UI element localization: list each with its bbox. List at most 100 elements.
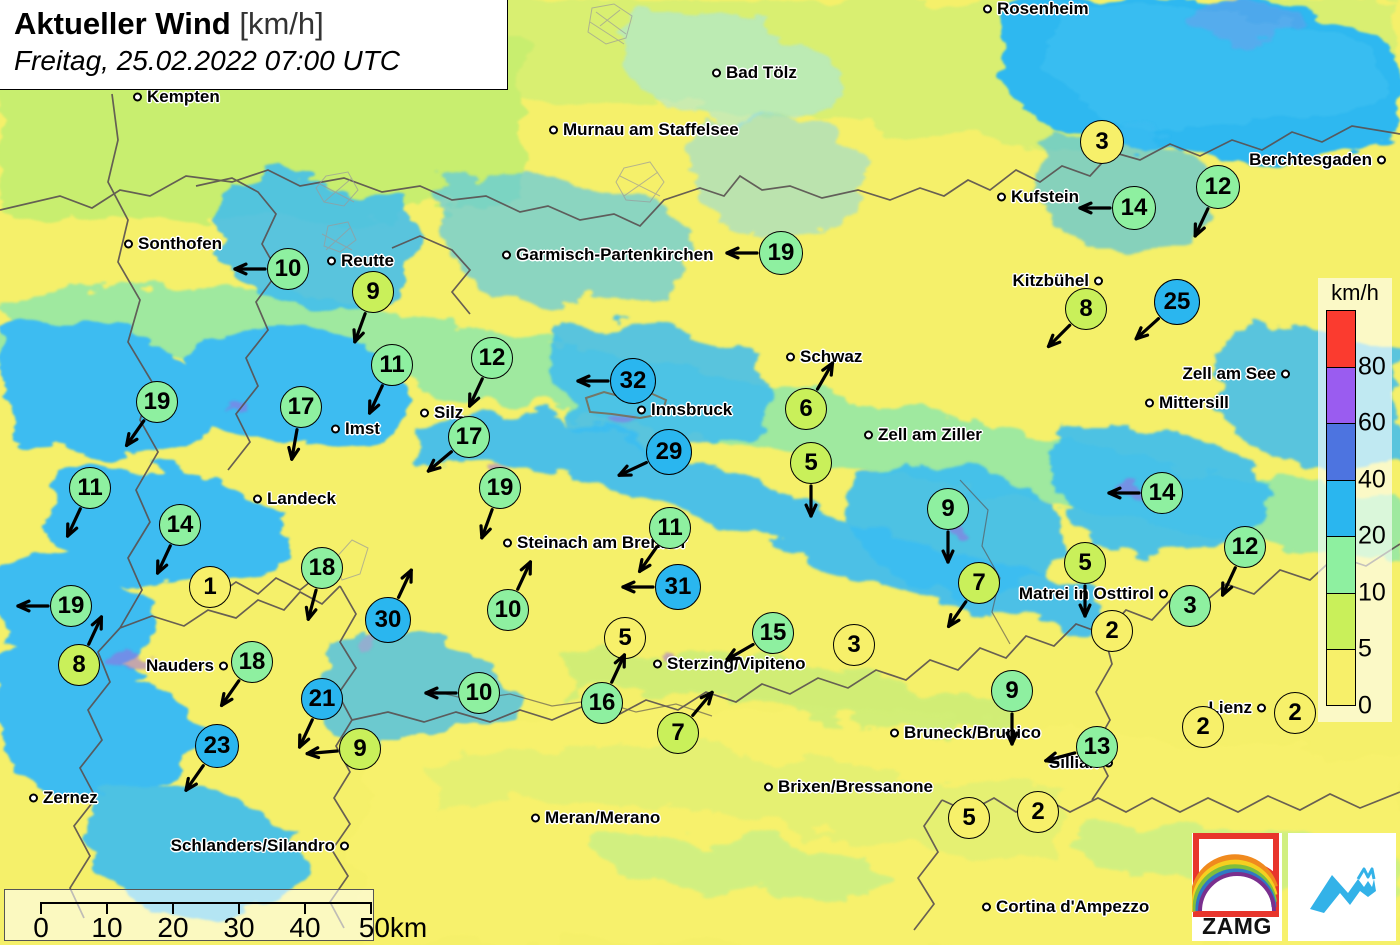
wind-value-badge[interactable]: 23 xyxy=(195,724,239,768)
wind-value-badge[interactable]: 9 xyxy=(991,670,1033,712)
city-label: Kitzbühel xyxy=(1012,271,1090,290)
wind-station[interactable]: 5 xyxy=(909,758,1029,878)
wind-value-badge[interactable]: 6 xyxy=(785,388,827,430)
wind-value-badge[interactable]: 2 xyxy=(1274,692,1316,734)
scale-label: 0 xyxy=(33,912,49,943)
wind-value-badge[interactable]: 11 xyxy=(371,344,413,386)
wind-station[interactable]: 10 xyxy=(448,550,568,670)
wind-value-badge[interactable]: 8 xyxy=(58,644,100,686)
wind-value-badge[interactable]: 19 xyxy=(136,381,178,423)
wind-value-badge[interactable]: 14 xyxy=(1112,186,1156,230)
wind-station[interactable]: 19 xyxy=(440,428,560,548)
wind-value-badge[interactable]: 10 xyxy=(487,589,529,631)
scale-label: 40 xyxy=(289,912,321,943)
wind-value-badge[interactable]: 5 xyxy=(790,442,832,484)
wind-station[interactable]: 3 xyxy=(1130,546,1250,666)
wind-station[interactable]: 29 xyxy=(609,392,729,512)
wind-value-badge[interactable]: 18 xyxy=(231,641,273,683)
wind-value-badge[interactable]: 29 xyxy=(646,429,692,475)
city-label: Mittersill xyxy=(1159,393,1229,412)
wind-station[interactable]: 2 xyxy=(978,752,1098,872)
wind-station[interactable]: 10 xyxy=(419,633,539,753)
wind-value-badge[interactable]: 11 xyxy=(69,467,111,509)
wind-value-badge[interactable]: 3 xyxy=(833,624,875,666)
wind-value-badge[interactable]: 3 xyxy=(1169,585,1211,627)
wind-value-badge[interactable]: 19 xyxy=(759,231,803,275)
wind-station[interactable]: 32 xyxy=(573,321,693,441)
wind-station[interactable]: 16 xyxy=(542,643,662,763)
wind-value-badge[interactable]: 5 xyxy=(1064,542,1106,584)
wind-value-badge[interactable]: 2 xyxy=(1091,610,1133,652)
legend-band-60 xyxy=(1326,366,1356,424)
wind-value-badge[interactable]: 13 xyxy=(1076,726,1118,768)
wind-value-badge[interactable]: 5 xyxy=(948,797,990,839)
wind-value-badge[interactable]: 15 xyxy=(752,612,794,654)
wind-value-badge[interactable]: 9 xyxy=(339,728,381,770)
city-label: Rosenheim xyxy=(997,0,1089,18)
wind-station[interactable]: 5 xyxy=(565,578,685,698)
wind-station[interactable]: 12 xyxy=(1158,127,1278,247)
urban-hatch xyxy=(315,3,665,581)
wind-value-badge[interactable]: 14 xyxy=(1141,472,1183,514)
wind-value-badge[interactable]: 10 xyxy=(458,672,500,714)
wind-value-badge[interactable]: 18 xyxy=(301,547,343,589)
wind-station[interactable]: 2 xyxy=(1235,653,1355,773)
city-label: Sonthofen xyxy=(138,234,223,253)
wind-station[interactable]: 3 xyxy=(794,585,914,705)
zamg-rainbow-icon xyxy=(1192,833,1279,917)
wind-station[interactable]: 17 xyxy=(241,347,361,467)
wind-value-badge[interactable]: 10 xyxy=(267,248,309,290)
wind-value-badge[interactable]: 12 xyxy=(1196,165,1240,209)
wind-value-badge[interactable]: 12 xyxy=(1224,526,1266,568)
wind-value-badge[interactable]: 7 xyxy=(958,562,1000,604)
wind-value-badge[interactable]: 21 xyxy=(301,678,343,720)
wind-value-badge[interactable]: 19 xyxy=(479,467,521,509)
wind-station[interactable]: 3 xyxy=(1042,82,1162,202)
wind-station[interactable]: 5 xyxy=(751,403,871,523)
wind-station[interactable]: 2 xyxy=(1052,571,1172,691)
wind-value-badge[interactable]: 17 xyxy=(448,416,490,458)
wind-value-badge[interactable]: 9 xyxy=(352,271,394,313)
wind-value-badge[interactable]: 11 xyxy=(649,507,691,549)
wind-value-badge[interactable]: 1 xyxy=(189,566,231,608)
city-label: Zell am See xyxy=(1182,364,1276,383)
legend-color-bar xyxy=(1326,310,1356,706)
wind-station[interactable]: 1 xyxy=(150,527,270,647)
wind-value-badge[interactable]: 14 xyxy=(159,504,201,546)
city-label: Sterzing/Vipiteno xyxy=(667,654,806,673)
wind-station[interactable]: 19 xyxy=(721,193,841,313)
wind-station[interactable]: 31 xyxy=(618,527,738,647)
wind-station[interactable]: 23 xyxy=(157,686,277,806)
wind-station[interactable]: 14 xyxy=(1074,148,1194,268)
wind-value-badge[interactable]: 2 xyxy=(1182,706,1224,748)
wind-station[interactable]: 14 xyxy=(1102,433,1222,553)
wind-station[interactable]: 8 xyxy=(19,605,139,725)
wind-station[interactable]: 10 xyxy=(228,209,348,329)
wind-value-badge[interactable]: 12 xyxy=(471,337,513,379)
wind-station[interactable]: 2 xyxy=(1143,667,1263,787)
wind-station[interactable]: 7 xyxy=(919,523,1039,643)
scale-bar-line xyxy=(41,902,371,904)
wind-value-badge[interactable]: 2 xyxy=(1017,791,1059,833)
wind-value-badge[interactable]: 8 xyxy=(1065,288,1107,330)
wind-station[interactable]: 7 xyxy=(618,673,738,793)
wind-value-badge[interactable]: 17 xyxy=(280,386,322,428)
wind-value-badge[interactable]: 19 xyxy=(50,585,92,627)
wind-value-badge[interactable]: 30 xyxy=(365,597,411,643)
scale-label: 50km xyxy=(358,912,428,943)
color-legend: km/h 80 60 40 20 10 5 0 xyxy=(1318,278,1392,722)
city-label: Innsbruck xyxy=(651,400,733,419)
wind-value-badge[interactable]: 16 xyxy=(581,682,623,724)
wind-value-badge[interactable]: 3 xyxy=(1080,120,1124,164)
wind-value-badge[interactable]: 7 xyxy=(657,712,699,754)
wind-station[interactable]: 8 xyxy=(1026,249,1146,369)
legend-band-20 xyxy=(1326,479,1356,537)
wind-station[interactable]: 9 xyxy=(300,689,420,809)
wind-value-badge[interactable]: 5 xyxy=(604,617,646,659)
wind-value-badge[interactable]: 25 xyxy=(1154,279,1200,325)
wind-value-badge[interactable]: 32 xyxy=(610,358,656,404)
city-label: Zernez xyxy=(43,788,98,807)
wind-station[interactable]: 13 xyxy=(1037,687,1157,807)
wind-value-badge[interactable]: 31 xyxy=(655,564,701,610)
wind-value-badge[interactable]: 9 xyxy=(927,488,969,530)
